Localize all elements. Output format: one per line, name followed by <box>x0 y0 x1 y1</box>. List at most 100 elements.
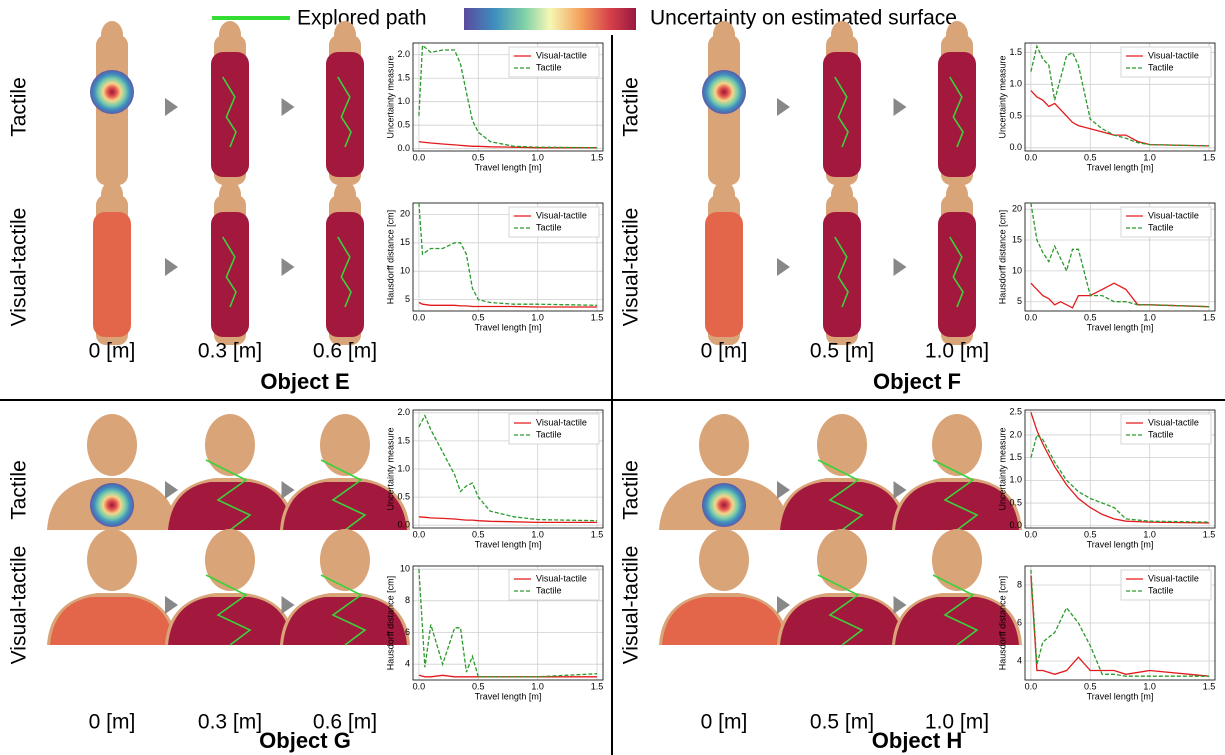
x-tick-label: 1.5 <box>1203 681 1216 691</box>
legend-label: Tactile <box>1148 62 1174 72</box>
surface-image <box>93 181 131 345</box>
step-arrow <box>165 258 178 276</box>
y-tick-label: 0.5 <box>1009 110 1022 120</box>
x-axis-label: Travel length [m] <box>1087 322 1154 332</box>
y-tick-label: 1.0 <box>397 96 410 106</box>
legend-label: Visual-tactile <box>1148 417 1199 427</box>
y-tick-label: 5 <box>1017 296 1022 306</box>
head <box>932 529 982 591</box>
estimate <box>326 52 364 177</box>
colorbar-label: Uncertainty on estimated surface <box>650 7 957 30</box>
x-tick-label: 0.0 <box>1025 681 1038 691</box>
y-tick-label: 20 <box>1012 204 1022 214</box>
y-tick-label: 1.5 <box>1009 47 1022 57</box>
surface-image <box>211 181 249 345</box>
surface-image <box>326 181 364 345</box>
y-tick-label: 6 <box>405 627 410 637</box>
y-tick-label: 1.0 <box>1009 475 1022 485</box>
y-tick-label: 0.0 <box>397 520 410 530</box>
x-tick-label: 1.0 <box>531 152 544 162</box>
x-tick-label: 1.5 <box>1203 152 1216 162</box>
estimate <box>938 212 976 337</box>
estimate <box>326 212 364 337</box>
surface-image <box>326 21 364 185</box>
y-tick-label: 20 <box>400 209 410 219</box>
surface-image <box>823 181 861 345</box>
head <box>320 529 370 591</box>
step-arrow <box>777 98 790 116</box>
estimate <box>823 212 861 337</box>
hand <box>219 21 241 49</box>
hand <box>101 21 123 49</box>
hand <box>946 21 968 49</box>
path-legend-label: Explored path <box>297 7 427 30</box>
x-tick-label: 0.5 <box>472 312 485 322</box>
row-label: Visual-tactile <box>620 546 643 665</box>
panel-title: Object G <box>259 728 351 753</box>
hand <box>946 181 968 209</box>
series-line <box>1031 435 1209 522</box>
hand <box>334 21 356 49</box>
legend-label: Tactile <box>1148 585 1174 595</box>
step-label: 0.5 [m] <box>810 340 874 363</box>
row-label: Tactile <box>8 460 31 520</box>
y-tick-label: 10 <box>400 266 410 276</box>
y-axis-label: Hausdorff distance [cm] <box>997 576 1007 670</box>
colorbar <box>464 8 636 30</box>
step-arrow <box>165 98 178 116</box>
estimate <box>705 212 743 337</box>
step-label: 1.0 [m] <box>925 340 989 363</box>
step-label: 0 [m] <box>89 340 136 363</box>
x-tick-label: 1.0 <box>531 681 544 691</box>
x-tick-label: 1.0 <box>1143 681 1156 691</box>
x-tick-label: 0.0 <box>1025 312 1038 322</box>
x-axis-label: Travel length [m] <box>475 539 542 549</box>
head <box>817 414 867 476</box>
y-tick-label: 4 <box>405 659 410 669</box>
y-axis-label: Hausdorff distance [cm] <box>385 576 395 670</box>
y-tick-label: 4 <box>1017 655 1022 665</box>
x-tick-label: 0.0 <box>413 312 426 322</box>
step-label: 0 [m] <box>701 340 748 363</box>
y-tick-label: 1.5 <box>1009 452 1022 462</box>
hand <box>831 21 853 49</box>
x-axis-label: Travel length [m] <box>475 691 542 701</box>
surface-image <box>702 21 746 185</box>
x-tick-label: 1.5 <box>591 681 604 691</box>
y-axis-label: Uncertainty measure <box>385 55 395 138</box>
x-tick-label: 1.5 <box>591 312 604 322</box>
x-tick-label: 1.0 <box>1143 529 1156 539</box>
y-tick-label: 1.5 <box>397 435 410 445</box>
hand <box>219 181 241 209</box>
estimate <box>702 70 746 114</box>
x-tick-label: 0.5 <box>472 681 485 691</box>
x-tick-label: 1.5 <box>591 152 604 162</box>
estimate <box>823 52 861 177</box>
hand <box>831 181 853 209</box>
step-arrow <box>777 596 790 614</box>
panel-title: Object F <box>873 369 961 394</box>
row-label: Visual-tactile <box>620 208 643 327</box>
estimate <box>90 483 134 527</box>
y-tick-label: 1.5 <box>397 73 410 83</box>
head <box>699 414 749 476</box>
row-label: Tactile <box>8 77 31 137</box>
step-label: 0.6 [m] <box>313 340 377 363</box>
x-tick-label: 1.0 <box>1143 312 1156 322</box>
series-line <box>1031 283 1209 308</box>
step-label: 0.5 [m] <box>810 711 874 734</box>
estimate <box>211 52 249 177</box>
surface-image <box>823 21 861 185</box>
y-tick-label: 0.5 <box>1009 497 1022 507</box>
hand <box>713 181 735 209</box>
x-axis-label: Travel length [m] <box>475 162 542 172</box>
step-arrow <box>165 481 178 499</box>
y-tick-label: 2.5 <box>1009 407 1022 417</box>
x-tick-label: 1.0 <box>531 312 544 322</box>
figure: Explored path Uncertainty on estimated s… <box>0 0 1225 755</box>
step-arrow <box>777 481 790 499</box>
y-tick-label: 0.5 <box>397 491 410 501</box>
surface-image <box>777 414 907 530</box>
legend-label: Visual-tactile <box>1148 210 1199 220</box>
series-line <box>419 517 597 523</box>
